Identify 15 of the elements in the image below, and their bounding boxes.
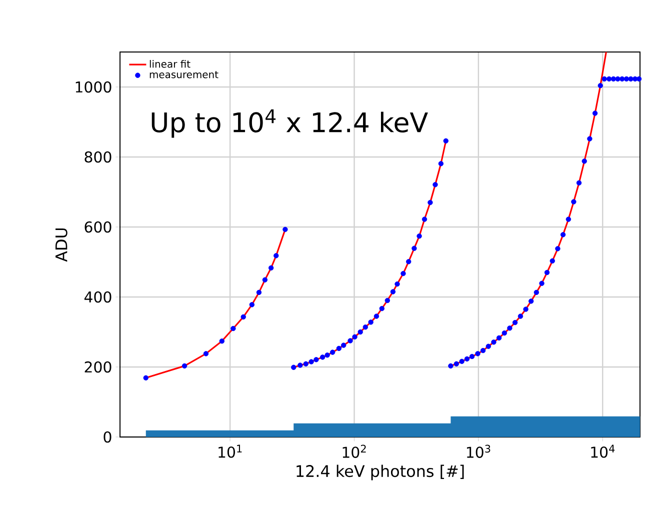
y-axis-title: ADU xyxy=(56,228,68,262)
x-axis-title: 12.4 keV photons [#] xyxy=(296,464,464,480)
annotation: Up to 10$^{4}$ x 12.4 keV xyxy=(152,109,428,138)
y-tick-label: 800 xyxy=(84,151,112,163)
y-tick-label: 400 xyxy=(84,291,112,303)
y-tick-label: 600 xyxy=(84,221,112,233)
x-tick-label: 10$^{2}$ xyxy=(342,444,366,458)
y-tick-label: 200 xyxy=(84,361,112,373)
legend-label: measurement xyxy=(150,71,218,78)
legend-label: linear fit xyxy=(150,60,190,68)
y-tick-label: 1000 xyxy=(76,81,112,93)
y-tick-label: 0 xyxy=(104,431,112,443)
x-tick-label: 10$^{1}$ xyxy=(218,444,242,458)
x-tick-label: 10$^{3}$ xyxy=(466,444,490,458)
x-tick-label: 10$^{4}$ xyxy=(591,444,615,458)
